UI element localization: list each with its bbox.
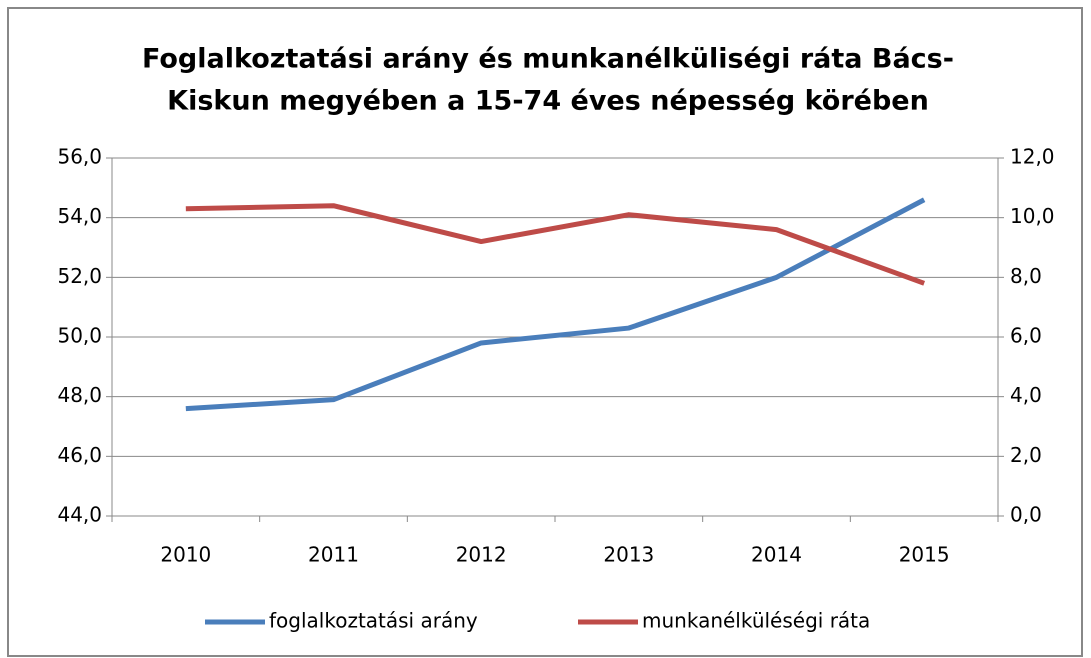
data-line (185, 203, 926, 286)
y2-tick-label: 4,0 (1010, 383, 1042, 407)
legend-label: foglalkoztatási arány (269, 609, 478, 633)
y2-tick-label: 0,0 (1010, 503, 1042, 527)
y2-tick-label: 2,0 (1010, 443, 1042, 467)
y2-tick-label: 10,0 (1010, 204, 1055, 228)
chart-title: Kiskun megyében a 15-74 éves népesség kö… (167, 86, 929, 117)
x-tick-label: 2011 (308, 543, 359, 567)
chart-border (7, 7, 1083, 657)
x-tick-label: 2014 (751, 543, 802, 567)
chart-title: Foglalkoztatási arány és munkanélküliség… (142, 44, 954, 75)
y-tick-label: 44,0 (57, 503, 102, 527)
x-tick-label: 2013 (603, 543, 654, 567)
y-tick-label: 54,0 (57, 204, 102, 228)
data-line (185, 197, 926, 412)
y2-tick-label: 6,0 (1010, 324, 1042, 348)
x-tick-label: 2012 (456, 543, 507, 567)
y-tick-label: 52,0 (57, 264, 102, 288)
y-tick-label: 50,0 (57, 324, 102, 348)
y-tick-label: 56,0 (57, 145, 102, 169)
y2-tick-label: 12,0 (1010, 145, 1055, 169)
y-tick-label: 48,0 (57, 383, 102, 407)
y-tick-label: 46,0 (57, 443, 102, 467)
x-tick-label: 2015 (899, 543, 950, 567)
x-tick-label: 2010 (160, 543, 211, 567)
y2-tick-label: 8,0 (1010, 264, 1042, 288)
legend-label: munkanélküléségi ráta (642, 609, 870, 633)
